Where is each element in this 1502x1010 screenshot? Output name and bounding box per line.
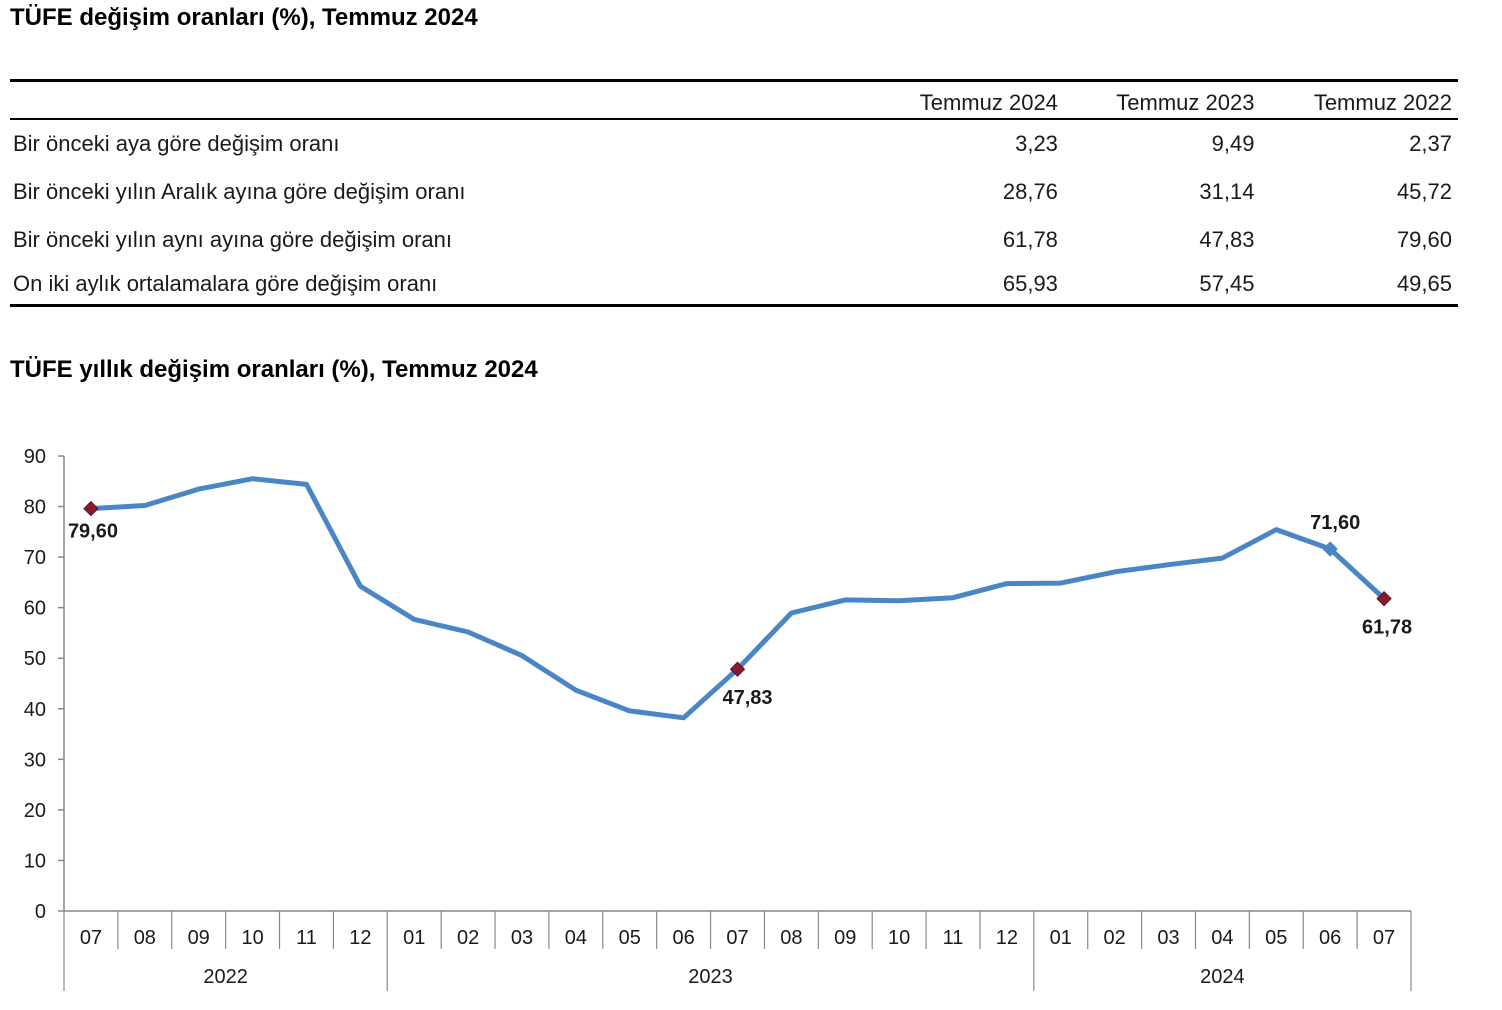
x-tick-label: 04 [565,927,587,949]
table-title: TÜFE değişim oranları (%), Temmuz 2024 [10,4,478,31]
cell-value: 9,49 [1211,131,1255,156]
row-label: On iki aylık ortalamalara göre değişim o… [13,271,438,296]
x-tick-label: 06 [1319,927,1341,949]
row-label: Bir önceki yılın Aralık ayına göre değiş… [13,179,466,204]
x-tick-label: 01 [1050,927,1072,949]
x-tick-label: 10 [241,927,263,949]
header-col-3: Temmuz 2022 [1313,90,1452,115]
data-point-marker [729,661,746,677]
table-header-row: Temmuz 2024 Temmuz 2023 Temmuz 2022 [10,80,1458,120]
series-line [88,476,1387,721]
data-point-marker [83,500,99,517]
table-row: Bir önceki aya göre değişim oranı 3,23 9… [10,119,1458,168]
x-tick-label: 03 [511,927,533,949]
x-tick-label: 11 [296,927,317,949]
data-label: 79,60 [68,521,118,543]
table-row: On iki aylık ortalamalara göre değişim o… [10,264,1458,306]
cell-value: 79,60 [1396,227,1452,252]
x-tick-label: 05 [1265,927,1287,949]
cell-value: 2,37 [1409,131,1452,156]
x-tick-label: 02 [457,927,479,949]
x-tick-label: 12 [996,927,1018,949]
cell-value: 31,14 [1199,179,1255,204]
header-col-1: Temmuz 2024 [919,90,1058,115]
cell-value: 45,72 [1396,179,1452,204]
y-tick-label: 90 [24,446,46,468]
x-tick-label: 12 [349,927,371,949]
x-tick-label: 04 [1211,927,1233,949]
x-tick-label: 11 [943,927,964,949]
cell-value: 57,45 [1199,271,1255,296]
x-tick-label: 09 [834,927,856,949]
data-point-marker [1322,541,1338,557]
data-label: 61,78 [1362,617,1412,639]
x-tick-label: 01 [403,927,425,949]
table-row: Bir önceki yılın Aralık ayına göre değiş… [10,168,1458,216]
row-label: Bir önceki yılın aynı ayına göre değişim… [13,227,453,252]
y-tick-label: 70 [24,547,46,569]
cpi-change-table: Temmuz 2024 Temmuz 2023 Temmuz 2022 Bir … [10,79,1458,307]
y-tick-label: 60 [24,598,46,620]
row-label: Bir önceki aya göre değişim oranı [13,131,340,156]
year-label: 2024 [1200,966,1245,988]
x-tick-label: 05 [619,927,641,949]
y-tick-label: 10 [24,850,46,872]
table-row: Bir önceki yılın aynı ayına göre değişim… [10,216,1458,264]
cell-value: 28,76 [1002,179,1058,204]
x-tick-label: 08 [134,927,156,949]
x-tick-label: 07 [726,927,748,949]
x-tick-label: 02 [1104,927,1126,949]
y-tick-label: 30 [24,749,46,771]
cell-value: 47,83 [1199,227,1255,252]
data-label: 71,60 [1310,512,1360,534]
year-label: 2022 [203,966,248,988]
y-tick-label: 0 [35,901,46,923]
cell-value: 49,65 [1396,271,1452,296]
header-label-cell [10,81,867,120]
cell-value: 65,93 [1002,271,1058,296]
x-tick-label: 08 [780,927,802,949]
x-tick-label: 03 [1157,927,1179,949]
y-tick-label: 80 [24,497,46,519]
header-col-2: Temmuz 2023 [1116,90,1255,115]
year-label: 2023 [688,966,733,988]
data-label: 47,83 [722,687,772,709]
data-point-marker [1376,590,1392,607]
x-tick-label: 10 [888,927,910,949]
y-tick-label: 50 [24,648,46,670]
x-tick-label: 06 [672,927,694,949]
chart-title: TÜFE yıllık değişim oranları (%), Temmuz… [10,356,538,383]
cell-value: 3,23 [1015,131,1058,156]
y-tick-label: 40 [24,699,46,721]
x-tick-label: 07 [1373,927,1395,949]
x-tick-label: 09 [188,927,210,949]
x-tick-label: 07 [80,927,102,949]
y-tick-label: 20 [24,800,46,822]
cell-value: 61,78 [1002,227,1058,252]
